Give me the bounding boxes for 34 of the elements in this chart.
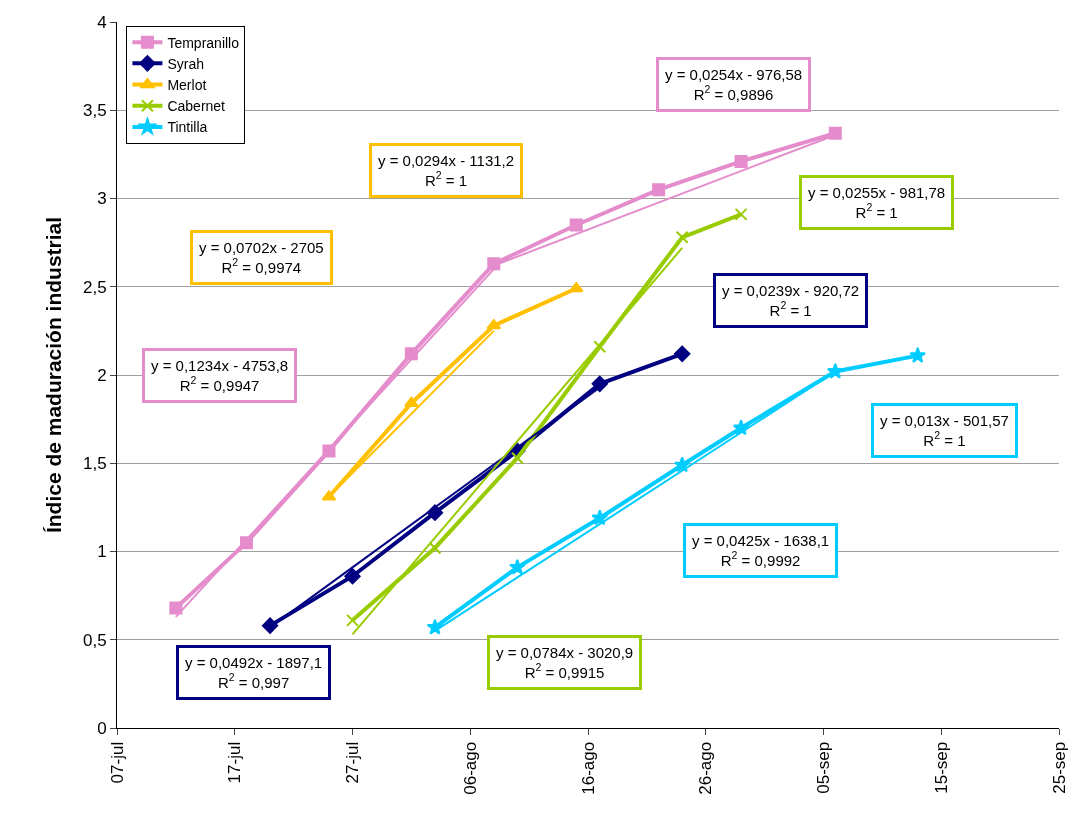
y-tick-label: 0: [97, 718, 107, 738]
annotation: y = 0,0784x - 3020,9 R$^{2}$ = 0,9915: [496, 644, 634, 681]
legend-label: Tintilla: [167, 119, 208, 136]
legend-label: Cabernet: [167, 98, 226, 115]
legend-label: Syrah: [167, 55, 204, 72]
x-tick-label: 07-jul: [107, 741, 127, 784]
x-tick-label: 26-ago: [696, 741, 716, 795]
x-tick-label: 25-sep: [1049, 741, 1069, 794]
annotation: y = 0,0702x - 2705 R$^{2}$ = 0,9974: [199, 239, 324, 276]
legend-label: Merlot: [167, 76, 207, 93]
y-tick-label: 3: [97, 189, 107, 209]
annotation: y = 0,0294x - 1131,2 R$^{2}$ = 1: [378, 152, 515, 189]
y-tick-label: 2: [97, 365, 107, 385]
legend-label: Tempranillo: [167, 34, 240, 51]
y-tick-label: 3,5: [82, 101, 107, 121]
x-tick-label: 27-jul: [343, 741, 363, 784]
annotation: y = 0,013x - 501,57 R$^{2}$ = 1: [880, 412, 1009, 449]
x-tick-label: 16-ago: [578, 741, 598, 795]
annotation: y = 0,0492x - 1897,1 R$^{2}$ = 0,997: [185, 654, 323, 691]
annotation: y = 0,0254x - 976,58 R$^{2}$ = 0,9896: [665, 66, 803, 103]
annotation: y = 0,0425x - 1638,1 R$^{2}$ = 0,9992: [692, 532, 830, 569]
y-tick-label: 1,5: [82, 454, 107, 474]
x-tick-label: 06-ago: [460, 741, 480, 795]
annotation: y = 0,0255x - 981,78 R$^{2}$ = 1: [808, 184, 946, 221]
annotation: y = 0,1234x - 4753,8 R$^{2}$ = 0,9947: [151, 357, 289, 394]
y-tick-label: 2,5: [82, 277, 107, 297]
annotation: y = 0,0239x - 920,72 R$^{2}$ = 1: [722, 282, 860, 319]
y-tick-label: 0,5: [82, 630, 107, 650]
y-tick-label: 1: [97, 542, 107, 562]
y-tick-label: 4: [97, 12, 107, 32]
y-axis-title: Índice de maduración industrial: [42, 216, 66, 534]
x-tick-label: 15-sep: [931, 741, 951, 794]
x-tick-label: 05-sep: [814, 741, 834, 794]
x-tick-label: 17-jul: [225, 741, 245, 784]
